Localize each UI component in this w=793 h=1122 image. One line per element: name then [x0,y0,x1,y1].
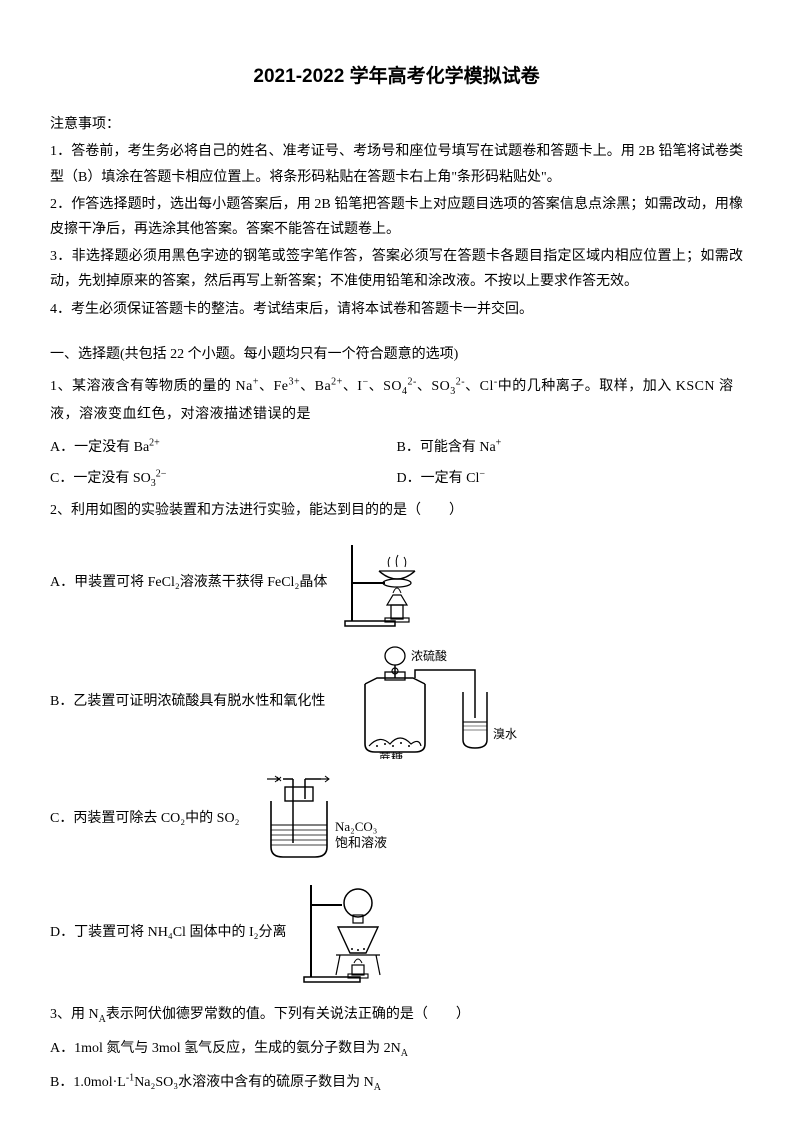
q1-stem-part: 1、某溶液含有等物质的量的 Na [50,379,253,394]
q1-stem-part: 、Fe [259,379,289,394]
option-text: A．1mol 氮气与 3mol 氢气反应，生成的氨分子数目为 2N [50,1041,401,1056]
apparatus-a-figure [337,535,437,630]
q1-stem-part: 、Cl [465,379,494,394]
option-text: B．1.0mol·L [50,1075,126,1090]
notice-1: 1．答卷前，考生务必将自己的姓名、准考证号、考场号和座位号填写在试题卷和答题卡上… [50,139,743,189]
notice-2: 2．作答选择题时，选出每小题答案后，用 2B 铅笔把答题卡上对应题目选项的答案信… [50,192,743,242]
q1-option-b: B．可能含有 Na+ [397,435,744,460]
q1-options-row2: C．一定没有 SO32− D．一定有 Cl− [50,466,743,491]
q2-option-a: A．甲装置可将 FeCl₂溶液蒸干获得 FeCl₂晶体 [50,570,337,595]
q2-option-a-row: A．甲装置可将 FeCl₂溶液蒸干获得 FeCl₂晶体 [50,535,743,630]
label-saturated: 饱和溶液 [335,835,387,850]
notice-4: 4．考生必须保证答题卡的整洁。考试结束后，请将本试卷和答题卡一并交回。 [50,297,743,322]
apparatus-b-figure: 浓硫酸 蔗糖 溴水 [335,644,535,759]
notice-3: 3．非选择题必须用黑色字迹的钢笔或签字笔作答，答案必须写在答题卡各题目指定区域内… [50,244,743,294]
question-1: 1、某溶液含有等物质的量的 Na+、Fe3+、Ba2+、I−、SO42-、SO3… [50,373,743,429]
option-text: Na₂SO₃水溶液中含有的硫原子数目为 N [134,1075,374,1090]
option-text: A．一定没有 Ba [50,440,149,455]
ion-charge: 2- [456,376,465,387]
ion-charge: 2+ [331,376,343,387]
question-2-stem: 2、利用如图的实验装置和方法进行实验，能达到目的的是（ ） [50,497,743,525]
q2-option-b: B．乙装置可证明浓硫酸具有脱水性和氧化性 [50,689,335,714]
ion-charge: 2- [408,376,417,387]
ion-charge: 2+ [149,437,160,448]
option-text: D．一定有 Cl [397,471,480,486]
option-text: B．可能含有 Na [397,440,496,455]
subscript: 3 [450,386,456,397]
q2-option-d-row: D．丁装置可将 NH₄Cl 固体中的 I₂分离 [50,877,743,987]
q1-option-d: D．一定有 Cl− [397,466,744,491]
apparatus-c-figure: Na₂CO₃ 饱和溶液 [249,773,419,863]
q3-option-b: B．1.0mol·L-1Na₂SO₃水溶液中含有的硫原子数目为 NA [50,1069,743,1097]
q1-stem-part: 、I [343,379,363,394]
subscript: 3 [151,478,156,489]
q2-option-c: C．丙装置可除去 CO₂中的 SO₂ [50,806,249,831]
q3-stem-part: 3、用 N [50,1007,99,1022]
question-3-stem: 3、用 NA表示阿伏伽德罗常数的值。下列有关说法正确的是（ ） [50,1001,743,1029]
q3-stem-part: 表示阿伏伽德罗常数的值。下列有关说法正确的是（ ） [106,1007,470,1022]
label-sulfuric: 浓硫酸 [411,648,447,663]
q1-options-row1: A．一定没有 Ba2+ B．可能含有 Na+ [50,435,743,460]
q1-stem-part: 、Ba [300,379,331,394]
q2-option-c-row: C．丙装置可除去 CO₂中的 SO₂ Na₂CO₃ 饱和溶液 [50,773,743,863]
q1-option-c: C．一定没有 SO32− [50,466,397,491]
label-bromine: 溴水 [493,727,517,741]
label-na2co3: Na₂CO₃ [335,819,377,834]
subscript: A [374,1082,381,1093]
q1-stem-part: 、SO [369,379,402,394]
section-1-header: 一、选择题(共包括 22 个小题。每小题均只有一个符合题意的选项) [50,342,743,367]
label-sugar: 蔗糖 [379,750,403,759]
notice-label: 注意事项： [50,112,743,137]
q1-option-a: A．一定没有 Ba2+ [50,435,397,460]
q3-option-a: A．1mol 氮气与 3mol 氢气反应，生成的氨分子数目为 2NA [50,1035,743,1063]
apparatus-d-figure [296,877,406,987]
q1-stem-part: 、SO [417,379,450,394]
q2-option-b-row: B．乙装置可证明浓硫酸具有脱水性和氧化性 浓硫酸 蔗糖 溴水 [50,644,743,759]
superscript: -1 [126,1073,134,1084]
ion-charge: + [496,437,502,448]
ion-charge: 3+ [288,376,300,387]
subscript: 4 [402,386,408,397]
subscript: A [401,1048,408,1059]
ion-charge: − [479,468,485,479]
option-text: C．一定没有 SO [50,471,151,486]
ion-charge: 2− [156,468,167,479]
exam-title: 2021-2022 学年高考化学模拟试卷 [50,60,743,94]
q2-option-d: D．丁装置可将 NH₄Cl 固体中的 I₂分离 [50,920,296,945]
subscript: A [99,1014,106,1025]
